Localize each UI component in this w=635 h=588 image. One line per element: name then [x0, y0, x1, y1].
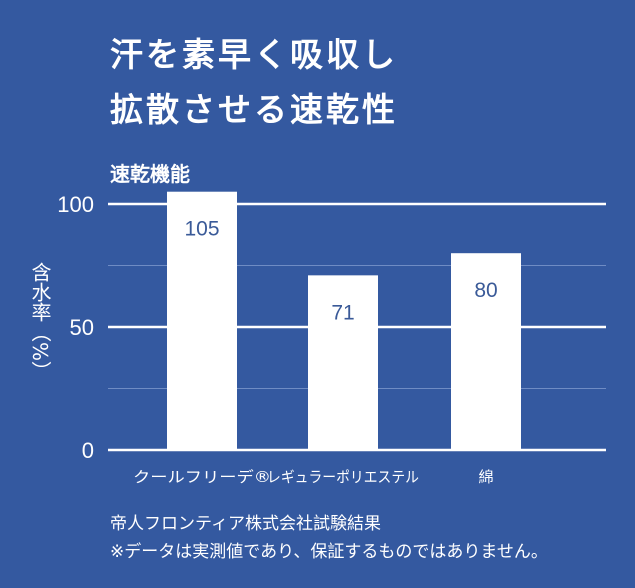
x-tick-label: 綿: [478, 468, 493, 486]
x-tick-label: レギュラーポリエステル: [267, 468, 419, 486]
footnote-disclaimer: ※データは実測値であり、保証するものではありません。: [110, 542, 548, 562]
bar: [308, 275, 378, 450]
bar-chart: 0 50 100 105 クールフリーデ® 71 レギュラーポリエステル 80 綿: [57, 191, 606, 486]
y-axis-label: 含水率（%）: [28, 262, 52, 382]
bar: [167, 191, 237, 450]
bar-value-label: 71: [331, 301, 354, 324]
bar: [451, 253, 521, 450]
chart-title: 速乾機能: [110, 162, 190, 186]
headline-line-1: 汗を素早く吸収し: [110, 35, 398, 74]
y-tick-label: 100: [57, 192, 94, 217]
headline-line-2: 拡散させる速乾性: [110, 90, 398, 129]
y-tick-label: 50: [70, 315, 94, 340]
x-tick-label: クールフリーデ®: [133, 468, 271, 486]
footnote-source: 帝人フロンティア株式会社試験結果: [110, 514, 381, 534]
bar-value-label: 80: [474, 279, 497, 302]
y-tick-label: 0: [82, 438, 94, 463]
bar-value-label: 105: [184, 218, 219, 241]
